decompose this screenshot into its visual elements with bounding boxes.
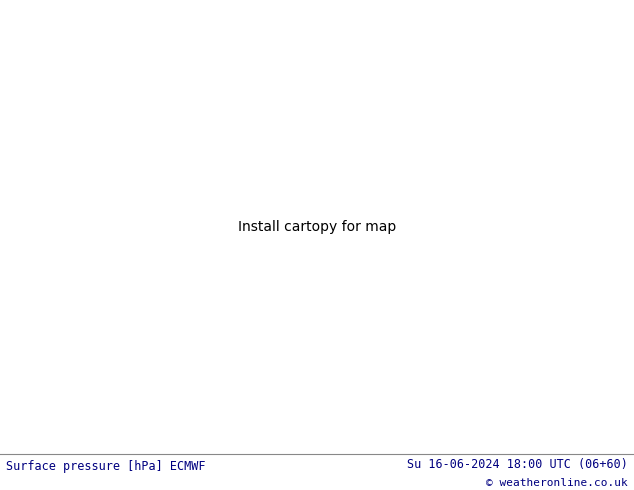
Text: © weatheronline.co.uk: © weatheronline.co.uk: [486, 478, 628, 489]
Text: Su 16-06-2024 18:00 UTC (06+60): Su 16-06-2024 18:00 UTC (06+60): [407, 458, 628, 471]
Text: Surface pressure [hPa] ECMWF: Surface pressure [hPa] ECMWF: [6, 460, 206, 473]
Text: Install cartopy for map: Install cartopy for map: [238, 220, 396, 234]
